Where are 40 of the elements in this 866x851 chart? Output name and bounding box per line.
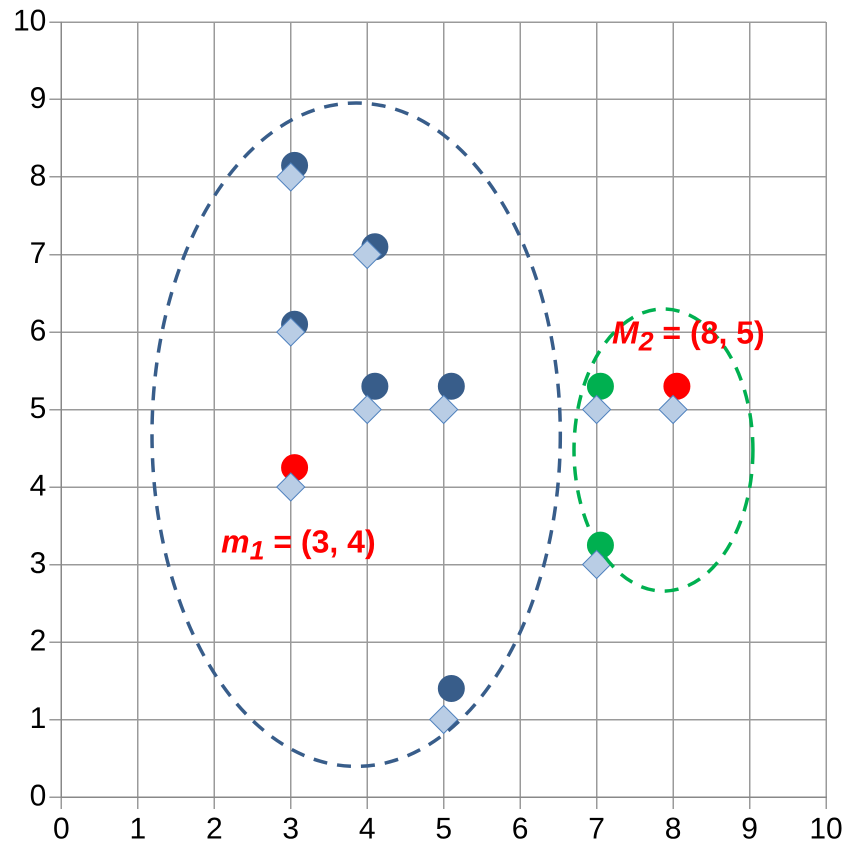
y-tick-label: 2: [30, 624, 46, 658]
point: [586, 372, 614, 400]
point: [281, 454, 308, 482]
x-tick-label: 3: [282, 812, 300, 846]
point: [276, 472, 306, 502]
y-tick-label: 3: [30, 546, 46, 580]
y-tick-label: 8: [30, 159, 46, 192]
x-tick-label: 2: [206, 812, 223, 846]
annotation: m$_{1}$ = (3, 4): [221, 523, 376, 567]
y-tick-label: 0: [30, 779, 46, 812]
y-tick-label: 6: [30, 314, 46, 348]
x-tick-label: 7: [588, 812, 605, 846]
point: [352, 395, 382, 424]
x-tick-label: 5: [435, 812, 452, 846]
x-tick-label: 8: [664, 812, 682, 846]
x-tick-label: 10: [809, 812, 843, 846]
point: [658, 395, 688, 424]
point: [429, 395, 458, 424]
point: [352, 240, 382, 269]
point: [438, 675, 465, 702]
point: [582, 395, 612, 424]
x-tick-label: 0: [53, 812, 70, 846]
x-tick-label: 6: [512, 812, 528, 846]
point: [582, 550, 612, 579]
point: [663, 372, 690, 400]
annotation: M$_{2}$ = (8, 5): [612, 314, 765, 358]
point: [361, 372, 388, 400]
y-tick-label: 1: [30, 702, 46, 735]
y-tick-label: 4: [30, 469, 46, 502]
y-tick-label: 5: [30, 392, 46, 425]
point: [276, 318, 306, 346]
point: [438, 372, 465, 400]
y-tick-label: 7: [30, 236, 46, 270]
x-tick-label: 4: [358, 812, 376, 846]
y-tick-label: 10: [12, 4, 46, 38]
y-tick-label: 9: [30, 82, 46, 115]
point: [276, 162, 306, 192]
x-tick-label: 9: [741, 812, 758, 846]
x-tick-label: 1: [129, 812, 146, 846]
point: [429, 705, 458, 734]
